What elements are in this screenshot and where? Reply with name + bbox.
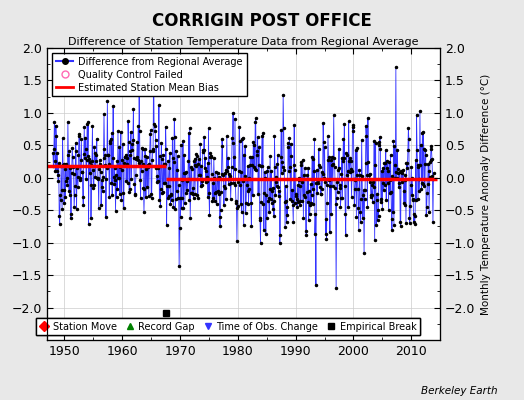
Text: CORRIGIN POST OFFICE: CORRIGIN POST OFFICE [152,12,372,30]
Text: Berkeley Earth: Berkeley Earth [421,386,498,396]
Title: Difference of Station Temperature Data from Regional Average: Difference of Station Temperature Data f… [69,37,419,47]
Y-axis label: Monthly Temperature Anomaly Difference (°C): Monthly Temperature Anomaly Difference (… [481,73,491,315]
Legend: Station Move, Record Gap, Time of Obs. Change, Empirical Break: Station Move, Record Gap, Time of Obs. C… [36,318,420,336]
